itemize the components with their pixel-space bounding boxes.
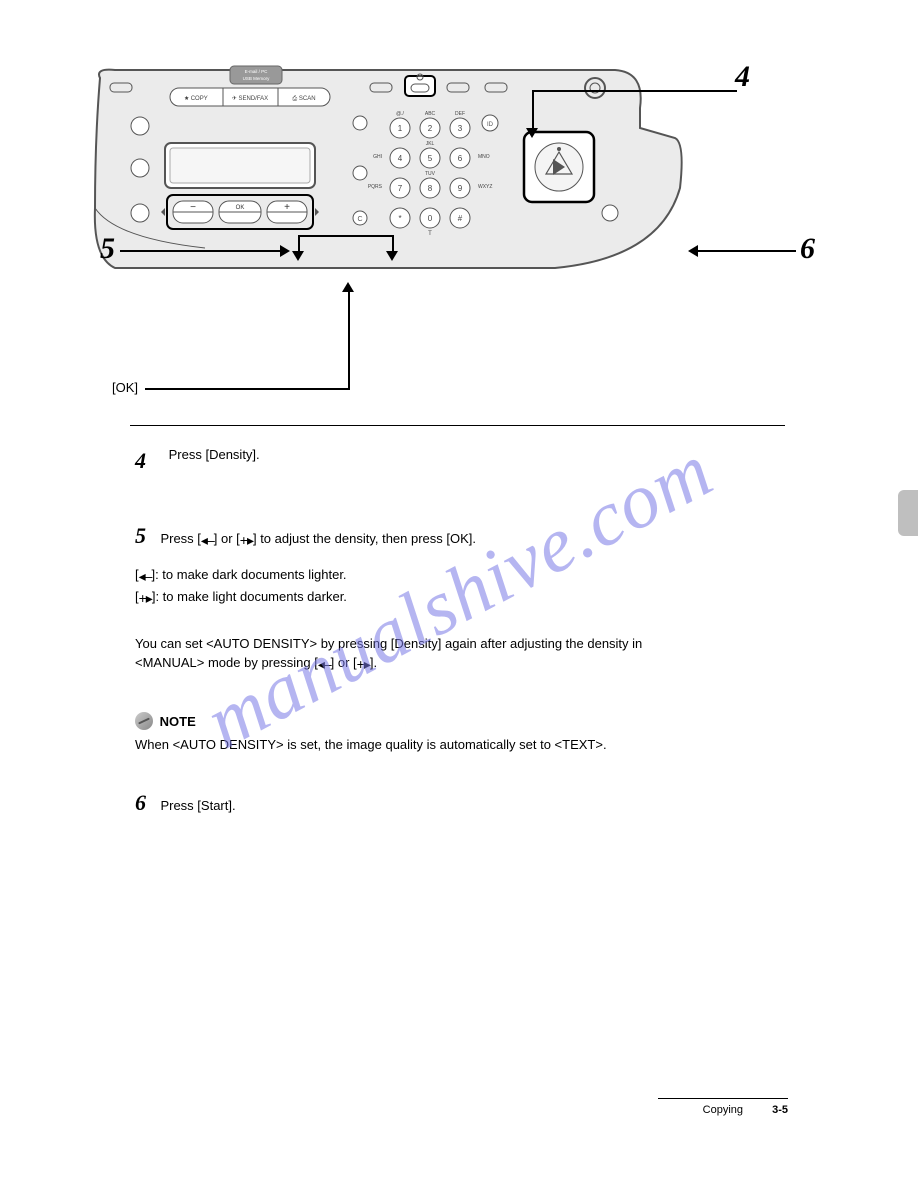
note-block: NOTE When <AUTO DENSITY> is set, the ima…	[135, 712, 775, 755]
note-text: When <AUTO DENSITY> is set, the image qu…	[135, 736, 775, 755]
step-6: 6 Press [Start].	[135, 790, 236, 816]
callout-6: 6	[800, 232, 815, 266]
footer-page-number: 3-5	[772, 1104, 788, 1116]
step-5: 5 Press [◂–] or [+▸] to adjust the densi…	[135, 520, 775, 552]
step-5-text-mid: ] or [	[214, 531, 240, 546]
right-arrow-icon: +▸	[139, 588, 152, 609]
autoexp-line2b: ] or [	[331, 655, 357, 670]
section-divider	[130, 425, 785, 426]
step-5-text-pre: Press [	[160, 531, 200, 546]
step-4: 4 Press [Density].	[135, 446, 260, 476]
dens-b-text: ]: to make light documents darker.	[152, 589, 347, 604]
step-4-number: 4	[135, 446, 165, 476]
autoexp-line2a: <MANUAL> mode by pressing [	[135, 655, 318, 670]
note-label: NOTE	[160, 714, 196, 729]
footer-rule	[658, 1098, 788, 1099]
step-5-text-suf: ] to adjust the density, then press [OK]…	[253, 531, 476, 546]
callout-4: 4	[735, 60, 750, 94]
left-arrow-icon: ◂–	[139, 566, 152, 587]
left-arrow-icon: ◂–	[201, 530, 214, 550]
autoexp-line1: You can set <AUTO DENSITY> by pressing […	[135, 636, 642, 651]
step-6-text: Press [Start].	[160, 798, 235, 813]
dens-a-text: ]: to make dark documents lighter.	[151, 567, 346, 582]
step-4-text: Press [Density].	[169, 447, 260, 462]
auto-density-paragraph: You can set <AUTO DENSITY> by pressing […	[135, 635, 775, 674]
callout-5: 5	[100, 232, 115, 266]
right-arrow-icon: +▸	[240, 530, 253, 550]
diagram-callouts: 4 5 6 [OK]	[100, 60, 820, 400]
step-5-number: 5	[135, 523, 146, 548]
ok-callout-label: [OK]	[112, 380, 138, 395]
step-6-number: 6	[135, 790, 146, 815]
density-options: [◂–]: to make dark documents lighter. [+…	[135, 565, 347, 609]
right-arrow-icon: +▸	[357, 654, 370, 674]
chapter-thumb-tab	[898, 490, 918, 536]
note-icon	[135, 712, 153, 730]
footer-section-label: Copying	[703, 1104, 743, 1116]
left-arrow-icon: ◂–	[318, 654, 331, 674]
page-footer: Copying 3-5	[0, 1098, 918, 1128]
autoexp-line2c: ].	[370, 655, 377, 670]
